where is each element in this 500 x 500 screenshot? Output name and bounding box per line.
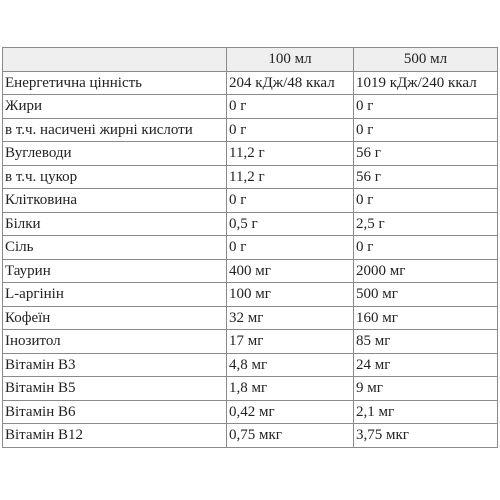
value-cell: 160 мг [353, 305, 498, 330]
value-cell: 0 г [353, 188, 498, 213]
value-cell: 0 г [353, 94, 498, 119]
row-label: Вітамін В12 [2, 423, 227, 448]
row-label: Вітамін В6 [2, 399, 227, 424]
row-label: Енергетична цінність [2, 70, 227, 95]
row-label: Клітковина [2, 188, 227, 213]
value-cell: 17 мг [226, 329, 354, 354]
value-cell: 0,5 г [226, 211, 354, 236]
value-cell: 400 мг [226, 258, 354, 283]
row-label: Жири [2, 94, 227, 119]
value-cell: 0 г [353, 235, 498, 260]
row-label: Таурин [2, 258, 227, 283]
value-cell: 32 мг [226, 305, 354, 330]
row-label: в т.ч. цукор [2, 164, 227, 189]
value-cell: 85 мг [353, 329, 498, 354]
row-label: Вуглеводи [2, 141, 227, 166]
row-label: Вітамін В5 [2, 376, 227, 401]
value-cell: 1,8 мг [226, 376, 354, 401]
value-cell: 100 мг [226, 282, 354, 307]
value-cell: 0,75 мкг [226, 423, 354, 448]
value-cell: 11,2 г [226, 164, 354, 189]
column-header: 500 мл [353, 47, 498, 72]
value-cell: 0 г [226, 117, 354, 142]
header-empty-cell [2, 47, 227, 72]
value-cell: 0 г [226, 188, 354, 213]
value-cell: 4,8 мг [226, 352, 354, 377]
value-cell: 0,42 мг [226, 399, 354, 424]
row-label: Вітамін В3 [2, 352, 227, 377]
value-cell: 2000 мг [353, 258, 498, 283]
row-label: Білки [2, 211, 227, 236]
value-cell: 9 мг [353, 376, 498, 401]
value-cell: 56 г [353, 164, 498, 189]
value-cell: 1019 кДж/240 ккал [353, 70, 498, 95]
value-cell: 3,75 мкг [353, 423, 498, 448]
value-cell: 11,2 г [226, 141, 354, 166]
value-cell: 0 г [226, 94, 354, 119]
value-cell: 56 г [353, 141, 498, 166]
value-cell: 204 кДж/48 ккал [226, 70, 354, 95]
row-label: в т.ч. насичені жирні кислоти [2, 117, 227, 142]
value-cell: 500 мг [353, 282, 498, 307]
row-label: Сіль [2, 235, 227, 260]
column-header: 100 мл [226, 47, 354, 72]
value-cell: 0 г [226, 235, 354, 260]
value-cell: 2,1 мг [353, 399, 498, 424]
value-cell: 2,5 г [353, 211, 498, 236]
value-cell: 0 г [353, 117, 498, 142]
row-label: L-аргінін [2, 282, 227, 307]
row-label: Інозитол [2, 329, 227, 354]
row-label: Кофеїн [2, 305, 227, 330]
value-cell: 24 мг [353, 352, 498, 377]
